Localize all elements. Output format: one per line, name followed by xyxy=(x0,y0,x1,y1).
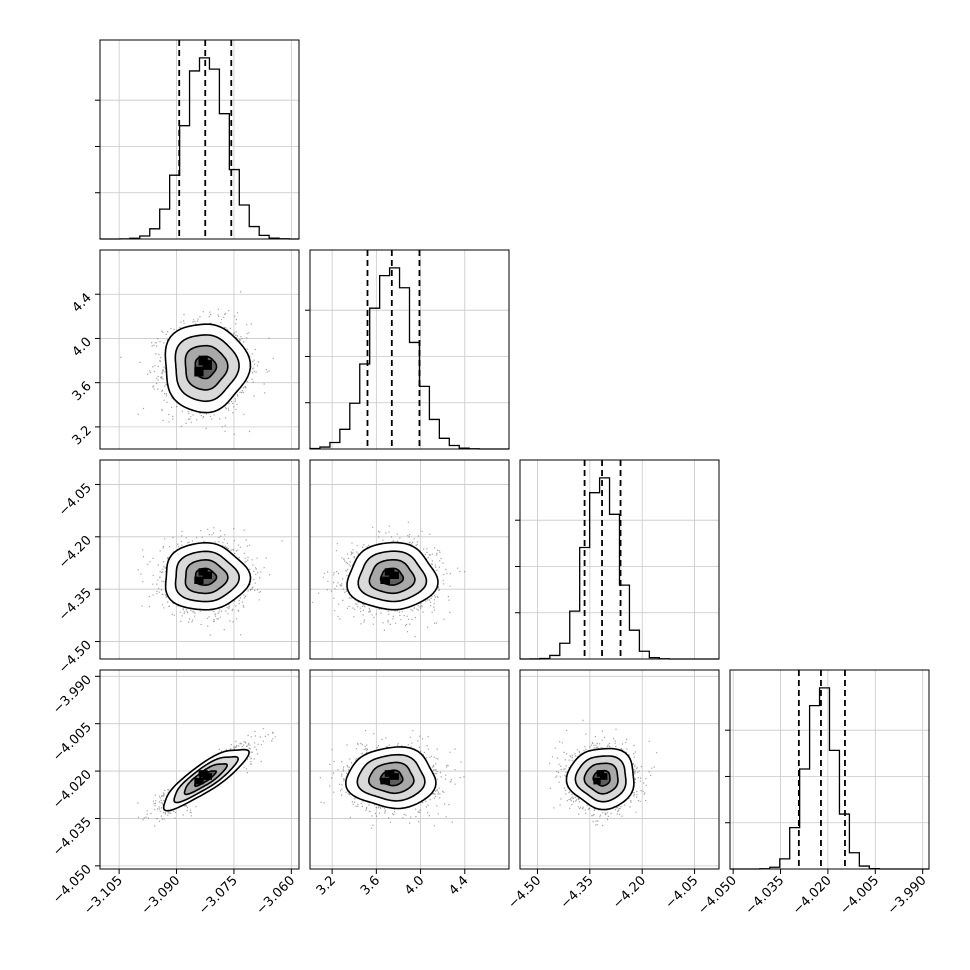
density-peak xyxy=(198,355,208,366)
density-peak xyxy=(194,777,204,785)
contour-line xyxy=(162,748,250,812)
scatter-points xyxy=(120,291,274,435)
contour-line xyxy=(184,558,229,595)
contour-line xyxy=(174,334,240,403)
y-tick-label: −4.20 xyxy=(56,533,95,572)
axes-frame xyxy=(309,459,510,660)
x-tick-label: −3.075 xyxy=(196,873,241,918)
x-tick-label: 3.2 xyxy=(314,873,339,898)
scatter-points xyxy=(312,521,466,638)
density-peak xyxy=(198,770,208,777)
contour-line xyxy=(367,761,415,795)
axes-frame xyxy=(309,669,510,870)
axes-frame xyxy=(99,459,300,660)
contour-line xyxy=(183,762,229,796)
contour-line xyxy=(379,769,404,787)
axes-frame xyxy=(519,669,720,870)
contour-line xyxy=(379,567,405,586)
y-tick-label: −4.50 xyxy=(56,638,95,677)
contour-line xyxy=(574,755,627,803)
contour-line xyxy=(368,559,416,595)
scatter-panel-4-3 xyxy=(519,669,720,870)
y-tick-label: −4.005 xyxy=(50,720,95,765)
y-tick-label: −4.05 xyxy=(56,481,95,520)
contour-line xyxy=(194,355,218,380)
y-tick-label: 3.2 xyxy=(70,423,95,448)
axes-frame xyxy=(99,669,300,870)
x-tick-label: −3.060 xyxy=(254,873,299,918)
contour-line xyxy=(583,762,619,795)
x-tick-label: −4.35 xyxy=(558,873,597,912)
x-tick-label: −4.005 xyxy=(838,873,883,918)
scatter-panel-2-1 xyxy=(99,249,300,450)
x-tick-label: −4.020 xyxy=(790,873,835,918)
contour-line xyxy=(174,550,241,603)
density-peak xyxy=(380,576,391,584)
scatter-panel-3-2 xyxy=(309,459,510,660)
contour-line xyxy=(184,344,229,391)
y-tick-label: 4.4 xyxy=(70,290,95,315)
contour-line xyxy=(194,770,217,788)
axes-frame xyxy=(519,459,720,660)
x-tick-label: 4.0 xyxy=(402,873,427,898)
histogram-step xyxy=(519,477,719,660)
contour-line xyxy=(173,755,240,804)
axes-frame xyxy=(99,39,300,240)
contour-line xyxy=(565,747,635,811)
histogram-panel-2 xyxy=(305,249,510,450)
density-peak xyxy=(596,770,605,777)
histogram-step xyxy=(99,57,300,240)
contour-line xyxy=(346,541,439,611)
density-peak xyxy=(384,568,395,576)
axes-frame xyxy=(99,249,300,450)
contour-line xyxy=(164,541,252,611)
scatter-panel-4-2 xyxy=(309,669,510,870)
density-peak xyxy=(380,777,391,785)
density-peak xyxy=(194,366,204,377)
density-peak xyxy=(194,576,204,584)
x-tick-label: 3.6 xyxy=(358,873,383,898)
y-tick-label: −4.35 xyxy=(56,585,95,624)
y-tick-label: 3.6 xyxy=(70,379,95,404)
x-tick-label: −3.105 xyxy=(81,873,126,918)
contour-line xyxy=(164,323,252,414)
histogram-panel-3 xyxy=(515,459,720,660)
x-tick-label: −4.50 xyxy=(506,873,545,912)
x-tick-label: −3.090 xyxy=(139,873,184,918)
x-tick-label: −4.050 xyxy=(695,873,740,918)
scatter-panel-3-1 xyxy=(99,459,300,660)
histogram-step xyxy=(730,687,929,870)
histogram-panel-1 xyxy=(95,39,300,240)
axes-frame xyxy=(729,669,930,870)
x-tick-label: −3.990 xyxy=(885,873,930,918)
contour-line xyxy=(357,550,428,603)
contour-line xyxy=(194,567,218,587)
histogram-step xyxy=(309,267,509,450)
scatter-panel-4-1 xyxy=(99,669,300,870)
x-tick-label: −4.20 xyxy=(610,873,649,912)
density-peak xyxy=(384,770,395,777)
contour-line xyxy=(356,753,426,802)
y-tick-label: −3.990 xyxy=(50,673,95,718)
density-peak xyxy=(198,568,208,576)
y-tick-label: −4.035 xyxy=(50,815,95,860)
density-peak xyxy=(593,777,601,785)
y-tick-label: 4.0 xyxy=(70,335,95,360)
axes-frame xyxy=(309,249,510,450)
contour-line xyxy=(592,769,611,787)
contour-line xyxy=(344,746,437,810)
x-tick-label: 4.4 xyxy=(446,873,471,898)
histogram-panel-4 xyxy=(725,669,930,870)
y-tick-label: −4.020 xyxy=(50,767,95,812)
x-tick-label: −4.035 xyxy=(743,873,788,918)
